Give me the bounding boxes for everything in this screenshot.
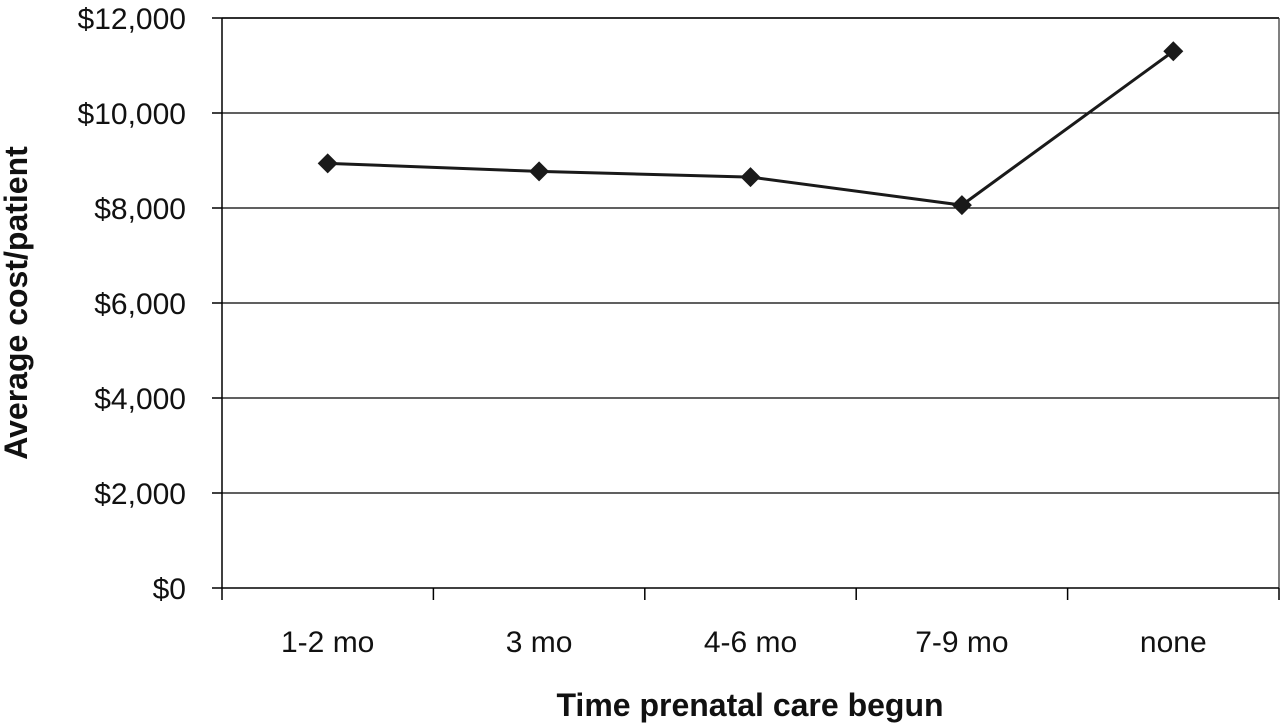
gridlines [222, 17, 1279, 494]
x-axis-ticks: 1-2 mo 3 mo 4-6 mo 7-9 mo none [221, 588, 1280, 659]
data-point-marker [317, 153, 338, 174]
x-tick-label: 4-6 mo [704, 626, 797, 659]
x-tick-label: none [1140, 626, 1207, 659]
y-tick-label: $8,000 [94, 193, 186, 226]
data-series [317, 41, 1184, 216]
y-tick-label: $2,000 [94, 478, 186, 511]
data-point-marker [740, 167, 761, 188]
y-tick-label: $12,000 [78, 3, 186, 36]
y-tick-label: $10,000 [78, 98, 186, 131]
x-tick-label: 1-2 mo [281, 626, 374, 659]
x-tick-label: 3 mo [506, 626, 573, 659]
data-point-marker [529, 161, 550, 182]
data-point-marker [1163, 41, 1184, 62]
y-axis-title: Average cost/patient [0, 146, 34, 460]
data-point-marker [951, 195, 972, 216]
y-axis-ticks: $0 $2,000 $4,000 $6,000 $8,000 $10,000 $12,000 [78, 3, 222, 606]
y-tick-label: $6,000 [94, 288, 186, 321]
x-tick-label: 7-9 mo [915, 626, 1008, 659]
x-axis-title: Time prenatal care begun [556, 687, 943, 723]
y-tick-label: $0 [153, 573, 186, 606]
y-tick-label: $4,000 [94, 383, 186, 416]
